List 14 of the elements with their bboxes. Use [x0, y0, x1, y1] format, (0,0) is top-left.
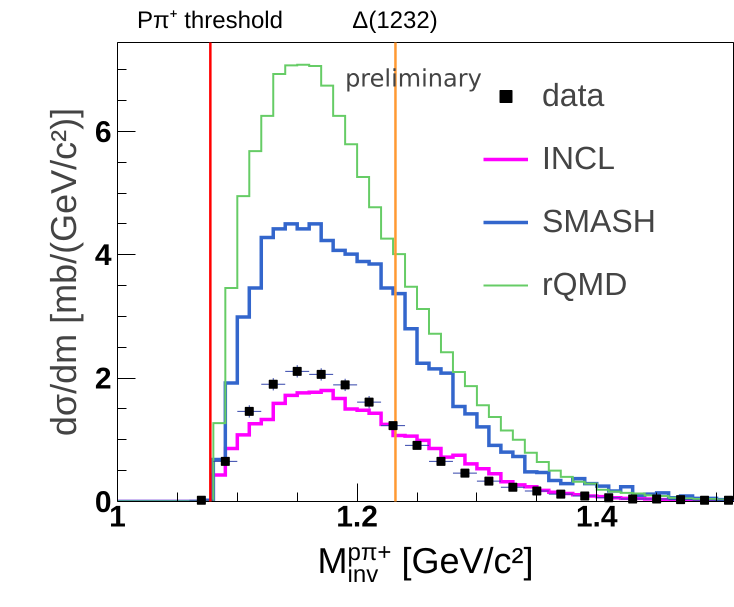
legend-label: data: [542, 77, 606, 114]
ref-line-label: Pπ⁺ threshold: [137, 6, 283, 36]
x-tick-label: 1.2: [336, 500, 378, 534]
y-tick-label: 0: [94, 486, 112, 519]
y-axis-title: dσ/dm [mb/(GeV/c²)]: [42, 108, 84, 436]
legend-label: rQMD: [542, 266, 628, 303]
legend-label: INCL: [542, 140, 616, 177]
x-tick-label: 1: [109, 500, 126, 534]
y-tick-label: 2: [94, 362, 112, 396]
ref-line-label: Δ(1232): [352, 6, 438, 36]
y-tick-label: 6: [94, 116, 112, 149]
legend-label: SMASH: [542, 203, 657, 240]
x-tick-label: 1.4: [576, 500, 618, 534]
y-tick-label: 4: [94, 239, 112, 272]
